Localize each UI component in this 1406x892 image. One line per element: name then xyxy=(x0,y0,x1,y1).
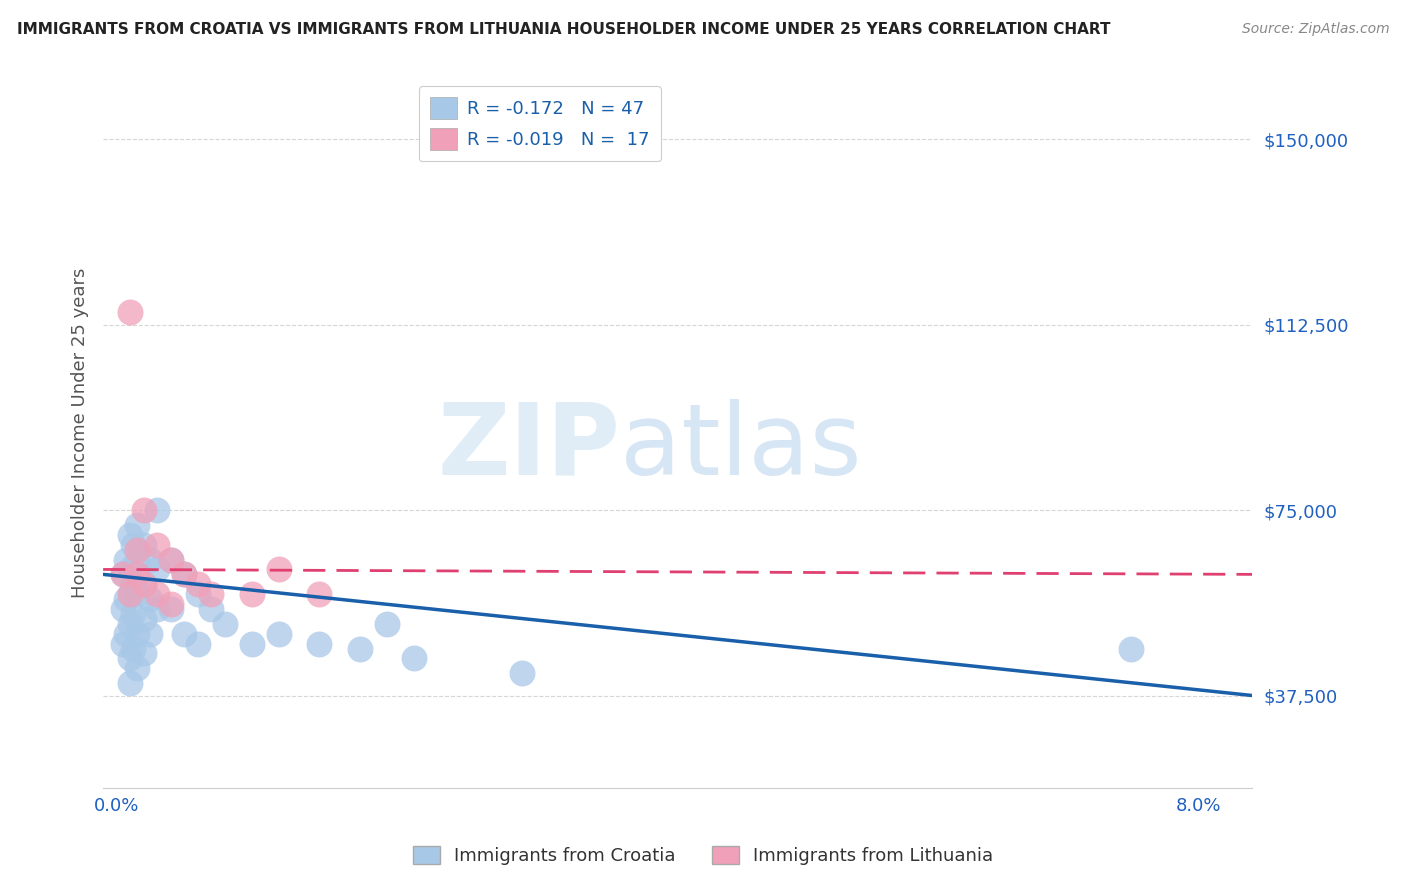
Point xyxy=(125,567,148,582)
Y-axis label: Householder Income Under 25 years: Householder Income Under 25 years xyxy=(72,268,89,598)
Point xyxy=(125,661,148,675)
Point xyxy=(200,587,222,601)
Point xyxy=(112,567,135,582)
Text: ZIP: ZIP xyxy=(437,399,620,496)
Legend: R = -0.172   N = 47, R = -0.019   N =  17: R = -0.172 N = 47, R = -0.019 N = 17 xyxy=(419,87,661,161)
Point xyxy=(146,538,169,552)
Text: atlas: atlas xyxy=(620,399,862,496)
Point xyxy=(120,587,142,601)
Point xyxy=(240,637,263,651)
Point xyxy=(146,562,169,576)
Point xyxy=(132,577,155,591)
Point xyxy=(125,587,148,601)
Point xyxy=(125,517,148,532)
Point xyxy=(214,616,236,631)
Point xyxy=(402,651,425,665)
Point xyxy=(173,567,195,582)
Point xyxy=(132,612,155,626)
Point xyxy=(132,538,155,552)
Point xyxy=(115,592,138,607)
Point xyxy=(122,538,145,552)
Point xyxy=(200,602,222,616)
Point xyxy=(146,587,169,601)
Point xyxy=(187,577,209,591)
Legend: Immigrants from Croatia, Immigrants from Lithuania: Immigrants from Croatia, Immigrants from… xyxy=(405,838,1001,872)
Point xyxy=(120,562,142,576)
Point xyxy=(375,616,398,631)
Point xyxy=(139,552,162,566)
Point xyxy=(187,587,209,601)
Point xyxy=(173,567,195,582)
Point xyxy=(510,666,533,681)
Point xyxy=(308,637,330,651)
Point xyxy=(159,552,181,566)
Point xyxy=(112,602,135,616)
Point xyxy=(159,602,181,616)
Point xyxy=(139,592,162,607)
Text: Source: ZipAtlas.com: Source: ZipAtlas.com xyxy=(1241,22,1389,37)
Point xyxy=(132,647,155,661)
Point xyxy=(125,626,148,640)
Point xyxy=(120,528,142,542)
Point xyxy=(308,587,330,601)
Point xyxy=(159,552,181,566)
Point xyxy=(240,587,263,601)
Point xyxy=(132,503,155,517)
Point xyxy=(115,626,138,640)
Point xyxy=(122,607,145,621)
Point xyxy=(139,626,162,640)
Point xyxy=(125,552,148,566)
Text: IMMIGRANTS FROM CROATIA VS IMMIGRANTS FROM LITHUANIA HOUSEHOLDER INCOME UNDER 25: IMMIGRANTS FROM CROATIA VS IMMIGRANTS FR… xyxy=(17,22,1111,37)
Point xyxy=(1119,641,1142,656)
Point xyxy=(122,641,145,656)
Point xyxy=(112,567,135,582)
Point xyxy=(125,542,148,557)
Point xyxy=(349,641,371,656)
Point xyxy=(112,637,135,651)
Point xyxy=(132,577,155,591)
Point xyxy=(267,626,290,640)
Point xyxy=(120,587,142,601)
Point xyxy=(120,616,142,631)
Point xyxy=(187,637,209,651)
Point xyxy=(120,676,142,690)
Point xyxy=(173,626,195,640)
Point xyxy=(120,651,142,665)
Point xyxy=(146,503,169,517)
Point xyxy=(120,305,142,319)
Point xyxy=(159,597,181,611)
Point xyxy=(146,602,169,616)
Point xyxy=(122,577,145,591)
Point xyxy=(115,552,138,566)
Point xyxy=(267,562,290,576)
